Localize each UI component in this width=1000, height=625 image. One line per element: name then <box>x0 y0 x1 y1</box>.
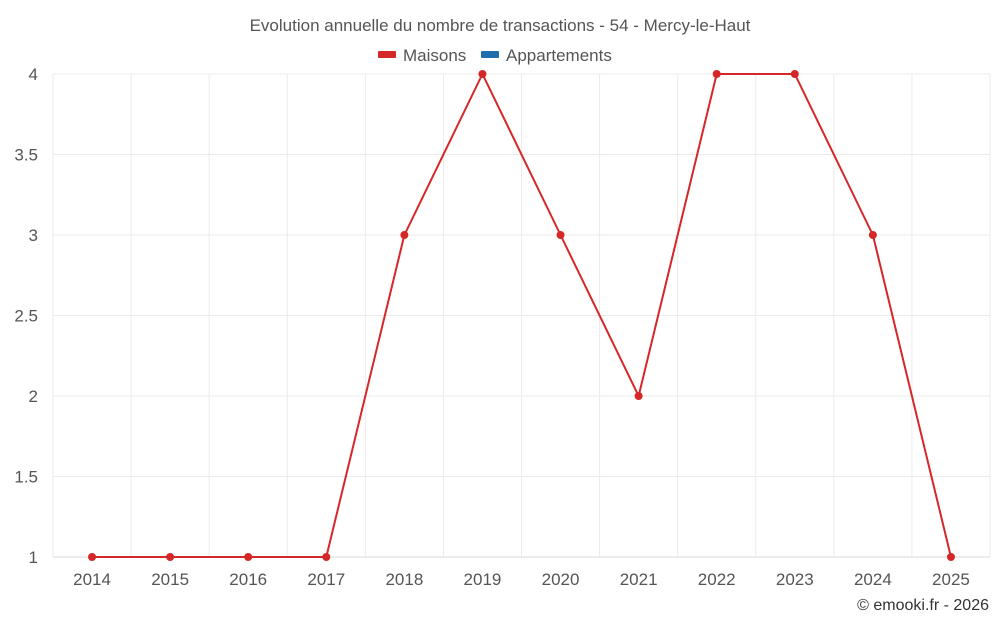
y-tick-label: 3.5 <box>14 146 38 165</box>
series-line <box>92 73 952 558</box>
data-point[interactable] <box>712 70 721 78</box>
x-tick-label: 2020 <box>542 570 580 589</box>
y-tick-label: 1.5 <box>14 468 38 487</box>
legend-swatch-appartements <box>481 51 499 58</box>
data-point[interactable] <box>322 553 331 561</box>
data-point[interactable] <box>478 70 487 78</box>
series-maisons <box>88 70 955 561</box>
data-point[interactable] <box>946 553 955 561</box>
y-tick-label: 4 <box>29 65 38 84</box>
legend-item-appartements[interactable]: Appartements <box>481 46 612 65</box>
legend: Maisons Appartements <box>378 46 612 65</box>
legend-label-maisons: Maisons <box>403 46 466 65</box>
data-point[interactable] <box>166 553 175 561</box>
data-point[interactable] <box>634 392 643 400</box>
data-point[interactable] <box>244 553 253 561</box>
data-point[interactable] <box>868 231 877 239</box>
x-tick-label: 2025 <box>932 570 970 589</box>
x-tick-label: 2017 <box>307 570 345 589</box>
data-point[interactable] <box>790 70 799 78</box>
x-tick-label: 2015 <box>151 570 189 589</box>
credit-label: © emooki.fr - 2026 <box>857 597 989 614</box>
legend-label-appartements: Appartements <box>506 46 612 65</box>
x-tick-label: 2023 <box>776 570 814 589</box>
x-tick-label: 2016 <box>229 570 267 589</box>
legend-swatch-maisons <box>378 51 396 58</box>
x-tick-label: 2019 <box>464 570 502 589</box>
x-tick-label: 2024 <box>854 570 892 589</box>
x-tick-label: 2018 <box>385 570 423 589</box>
y-tick-label: 1 <box>29 548 38 567</box>
y-tick-label: 2.5 <box>14 307 38 326</box>
data-point[interactable] <box>556 231 565 239</box>
chart-title: Evolution annuelle du nombre de transact… <box>250 16 751 35</box>
data-point[interactable] <box>400 231 409 239</box>
x-tick-label: 2014 <box>73 570 111 589</box>
y-tick-label: 2 <box>29 387 38 406</box>
y-tick-label: 3 <box>29 226 38 245</box>
x-tick-label: 2021 <box>620 570 658 589</box>
y-axis: 1 1.5 2 2.5 3 3.5 4 <box>14 65 38 567</box>
grid <box>52 73 991 558</box>
x-tick-label: 2022 <box>698 570 736 589</box>
legend-item-maisons[interactable]: Maisons <box>378 46 466 65</box>
x-axis: 2014 2015 2016 2017 2018 2019 2020 2021 2022 2023… <box>53 556 990 589</box>
data-point[interactable] <box>88 553 97 561</box>
